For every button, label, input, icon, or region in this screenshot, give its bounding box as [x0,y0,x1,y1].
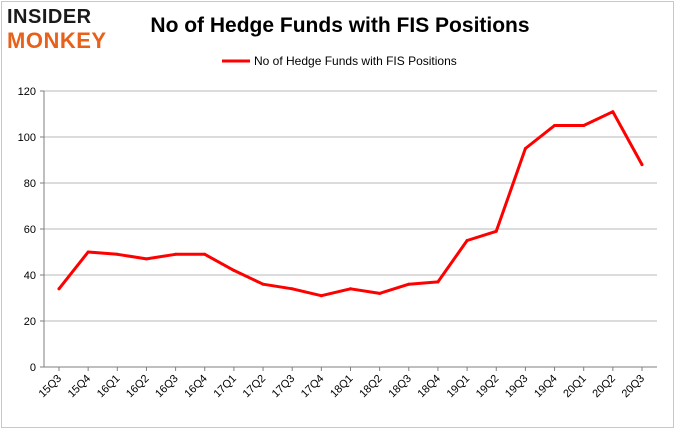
x-tick-label: 19Q3 [503,373,531,401]
data-point [319,294,323,298]
data-point [407,282,411,286]
data-point [640,163,644,167]
y-tick-label: 100 [18,132,36,144]
x-tick-label: 16Q3 [153,373,181,401]
legend: No of Hedge Funds with FIS Positions [222,54,457,68]
data-point [494,229,498,233]
data-point [115,252,119,256]
insider-monkey-logo: INSIDER MONKEY [7,7,127,52]
x-tick-label: 15Q3 [37,373,65,401]
data-point [582,124,586,127]
x-tick-label: 19Q1 [445,373,473,401]
x-tick-label: 18Q3 [386,373,414,401]
data-point [261,282,265,286]
x-tick-label: 20Q1 [561,373,589,401]
x-tick-label: 15Q4 [66,373,94,401]
x-tick-label: 20Q3 [620,373,648,401]
y-tick-label: 20 [24,316,36,328]
x-axis-ticks: 15Q3 15Q4 16Q1 16Q2 16Q3 16Q4 17Q1 17Q2 17Q3 17Q4… [37,367,648,401]
data-point [349,287,352,291]
y-tick-label: 40 [24,270,36,282]
data-point [611,110,615,114]
x-tick-label: 17Q3 [270,373,298,401]
x-tick-label: 16Q1 [95,373,123,401]
data-point [378,291,382,295]
data-point [174,252,178,256]
y-axis-ticks: 0 20 40 60 80 100 120 [18,86,44,374]
data-point [290,287,294,291]
data-point [57,287,61,291]
data-points [57,110,644,298]
data-point [86,250,90,254]
data-point [553,124,557,127]
y-tick-label: 60 [24,224,36,236]
x-tick-label: 16Q4 [182,373,210,401]
x-tick-label: 16Q2 [124,373,152,401]
legend-label: No of Hedge Funds with FIS Positions [254,54,457,68]
data-point [203,252,207,256]
data-point [232,268,236,272]
x-tick-label: 19Q4 [532,373,560,401]
x-tick-label: 18Q2 [357,373,385,401]
x-tick-label: 20Q2 [590,373,618,401]
x-tick-label: 17Q2 [241,373,269,401]
x-tick-label: 19Q2 [474,373,502,401]
x-tick-label: 17Q4 [299,373,327,401]
gridlines [44,90,657,322]
y-tick-label: 80 [24,178,36,190]
x-tick-label: 18Q4 [416,373,444,401]
x-tick-label: 18Q1 [328,373,356,401]
y-tick-label: 0 [30,362,36,374]
x-tick-label: 17Q1 [211,373,239,401]
logo-line-2: MONKEY [7,28,107,53]
logo-line-1: INSIDER [7,6,92,28]
y-tick-label: 120 [18,86,36,98]
data-point [436,280,440,284]
data-point [465,239,469,242]
chart-title: No of Hedge Funds with FIS Positions [150,14,530,37]
series-line [57,110,644,298]
data-point [144,257,148,261]
data-point [523,147,527,150]
